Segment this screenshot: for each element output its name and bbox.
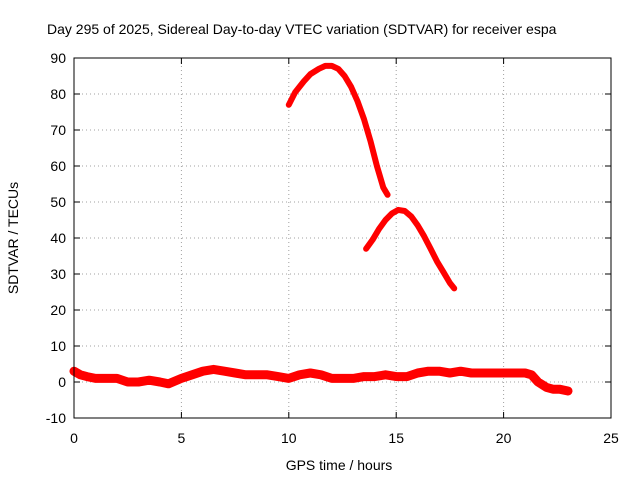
- series-baseline: [69, 364, 573, 396]
- plot-frame: [73, 57, 612, 419]
- y-axis-label: SDTVAR / TECUs: [5, 182, 21, 294]
- y-tick-label: -10: [46, 410, 66, 426]
- x-tick-label: 5: [178, 430, 186, 446]
- y-tick-label: 90: [50, 50, 66, 66]
- y-tick-label: 50: [50, 194, 66, 210]
- grid-lines: [74, 58, 611, 418]
- y-tick-label: 80: [50, 86, 66, 102]
- y-tick-label: 30: [50, 266, 66, 282]
- y-tick-label: 60: [50, 158, 66, 174]
- series-pass-2: [363, 206, 458, 292]
- x-tick-label: 10: [281, 430, 297, 446]
- x-tick-label: 0: [70, 430, 78, 446]
- series-pass-1: [285, 62, 391, 198]
- x-tick-label: 20: [496, 430, 512, 446]
- x-axis-label: GPS time / hours: [286, 457, 393, 473]
- chart-title: Day 295 of 2025, Sidereal Day-to-day VTE…: [47, 21, 557, 37]
- data-series: [69, 62, 573, 396]
- y-tick-label: 0: [58, 374, 66, 390]
- y-tick-label: 10: [50, 338, 66, 354]
- y-tick-label: 70: [50, 122, 66, 138]
- y-tick-label: 40: [50, 230, 66, 246]
- x-tick-label: 25: [603, 430, 619, 446]
- y-tick-label: 20: [50, 302, 66, 318]
- x-tick-label: 15: [388, 430, 404, 446]
